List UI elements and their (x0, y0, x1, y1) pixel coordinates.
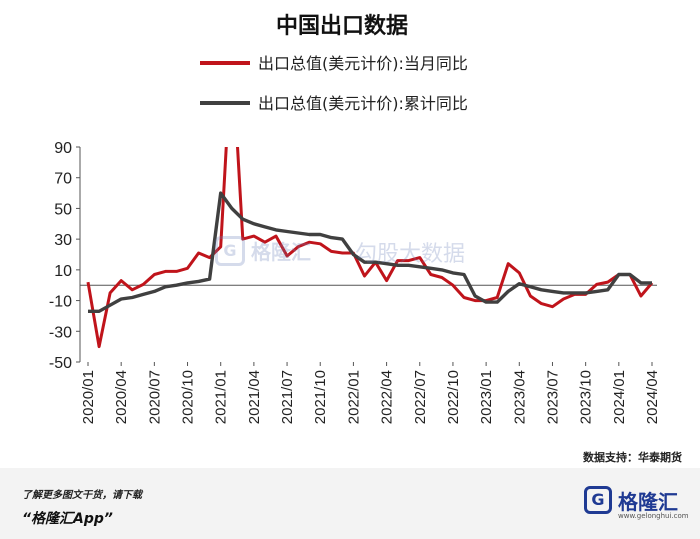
x-tick-label: 2020/07 (146, 370, 163, 424)
x-tick-label: 2022/04 (379, 370, 396, 424)
footer-app-name[interactable]: “格隆汇App” (22, 511, 113, 527)
y-tick-label: 90 (54, 140, 72, 157)
x-tick-label: 2021/10 (312, 370, 329, 424)
x-tick-label: 2023/01 (478, 370, 495, 424)
brand-domain: www.gelonghui.com (618, 512, 689, 520)
series-line-cumulative (88, 191, 652, 313)
y-tick-label: 50 (54, 201, 72, 218)
x-tick-label: 2023/07 (544, 370, 561, 424)
footer-note: 了解更多图文干货，请下载 (22, 490, 142, 501)
x-tick-label: 2021/01 (213, 370, 230, 424)
x-tick-label: 2023/10 (578, 370, 595, 424)
chart: 中国出口数据 出口总值(美元计价):当月同比 出口总值(美元计价):累计同比 9… (49, 13, 682, 464)
y-tick-label: 70 (54, 171, 72, 188)
x-tick-label: 2021/07 (279, 370, 296, 424)
y-tick-label: 10 (54, 263, 72, 280)
x-tick-label: 2021/04 (246, 370, 263, 424)
legend-entry-monthly: 出口总值(美元计价):当月同比 (258, 54, 468, 73)
x-tick-label: 2022/10 (445, 370, 462, 424)
brand-logo[interactable]: G 格隆汇 www.gelonghui.com (584, 482, 694, 532)
plot-area: 90 70 50 30 10 -10 -30 -50 2020/01 2020/04 2020/07… (49, 140, 661, 424)
x-tick-label: 2022/01 (345, 370, 362, 424)
y-tick-label: -30 (49, 324, 72, 341)
x-tick-label: 2024/04 (644, 370, 661, 424)
source-label: 数据支持：华泰期货 (583, 450, 682, 464)
chart-title: 中国出口数据 (276, 13, 408, 39)
x-tick-label: 2023/04 (511, 370, 528, 424)
y-tick-label: -50 (49, 355, 72, 372)
brand-name: 格隆汇 (618, 490, 678, 514)
x-tick-label: 2020/10 (180, 370, 197, 424)
x-tick-label: 2024/01 (611, 370, 628, 424)
y-tick-label: 30 (54, 232, 72, 249)
footer: 了解更多图文干货，请下载 “格隆汇App” G 格隆汇 www.gelonghu… (0, 468, 700, 539)
x-tick-label: 2020/01 (80, 370, 97, 424)
series-line-monthly (86, 147, 654, 349)
x-tick-label: 2020/04 (113, 370, 130, 424)
legend-entry-cumulative: 出口总值(美元计价):累计同比 (258, 94, 468, 113)
y-tick-label: -10 (49, 294, 72, 311)
brand-logo-icon: G (584, 486, 612, 514)
x-tick-label: 2022/07 (412, 370, 429, 424)
